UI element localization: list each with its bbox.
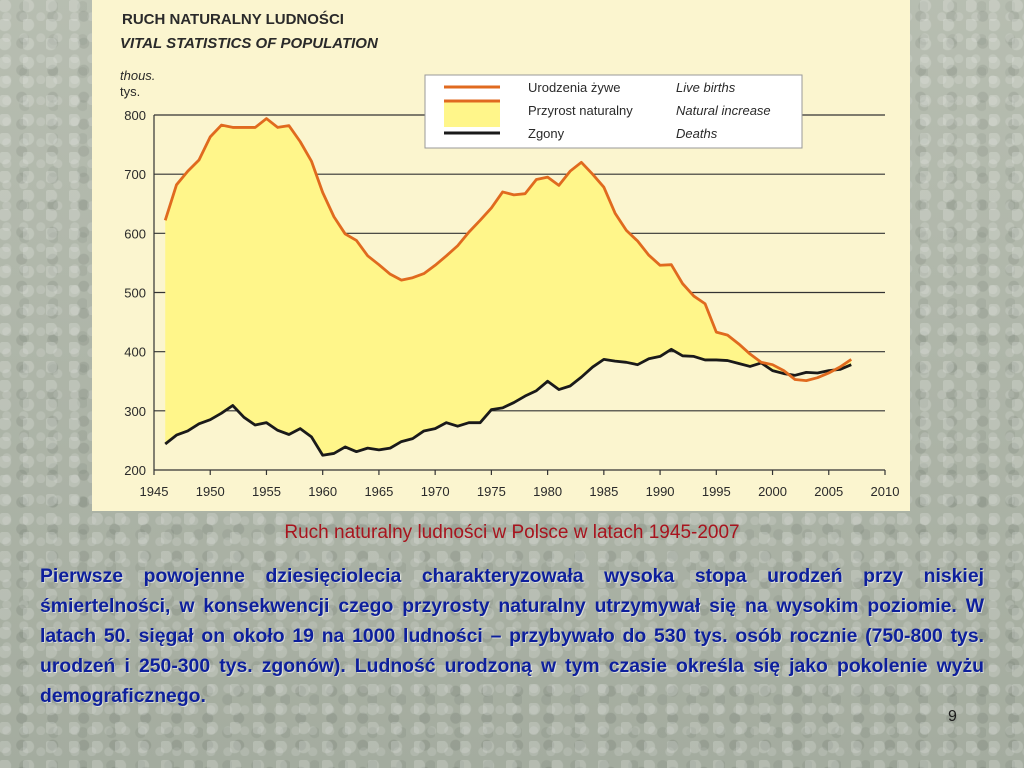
chart-caption: Ruch naturalny ludności w Polsce w latac…: [284, 522, 740, 543]
x-tick-label: 1950: [196, 484, 225, 499]
unit-label-en: thous.: [120, 68, 155, 83]
legend-label-deaths-pl: Zgony: [528, 126, 565, 141]
natural-increase-area: [165, 118, 784, 456]
unit-label-pl: tys.: [120, 84, 140, 99]
chart-panel: RUCH NATURALNY LUDNOŚCI VITAL STATISTICS…: [92, 0, 910, 511]
legend-swatch-natural-increase: [444, 101, 500, 127]
legend-label-live-births-pl: Urodzenia żywe: [528, 80, 621, 95]
y-tick-label: 200: [124, 463, 146, 478]
tick-labels: 200 300 400 500 600 700 800 1945 1950 1955 1960 196…: [124, 108, 899, 499]
legend: Urodzenia żywe Live births Przyrost natu…: [424, 74, 803, 149]
x-tick-label: 1980: [533, 484, 562, 499]
x-tick-label: 1990: [646, 484, 675, 499]
y-tick-label: 300: [124, 404, 146, 419]
x-tick-label: 1975: [477, 484, 506, 499]
chart: RUCH NATURALNY LUDNOŚCI VITAL STATISTICS…: [120, 10, 899, 499]
page-number: 9: [948, 708, 957, 725]
legend-label-deaths-en: Deaths: [676, 126, 718, 141]
axes: [153, 115, 886, 475]
legend-label-live-births-en: Live births: [676, 80, 736, 95]
y-tick-label: 800: [124, 108, 146, 123]
x-tick-label: 1985: [589, 484, 618, 499]
chart-title: RUCH NATURALNY LUDNOŚCI: [122, 10, 344, 28]
body-paragraph: Pierwsze powojenne dziesięciolecia chara…: [40, 565, 984, 707]
deaths-line: [164, 347, 852, 457]
x-tick-label: 1955: [252, 484, 281, 499]
x-tick-label: 1965: [364, 484, 393, 499]
x-tick-label: 1945: [140, 484, 169, 499]
y-tick-label: 500: [124, 286, 146, 301]
x-tick-label: 1960: [308, 484, 337, 499]
y-tick-label: 600: [124, 226, 146, 241]
x-tick-label: 2005: [814, 484, 843, 499]
y-tick-label: 700: [124, 167, 146, 182]
x-tick-label: 2010: [871, 484, 900, 499]
series-lines: [163, 117, 853, 457]
y-tick-label: 400: [124, 345, 146, 360]
x-tick-label: 2000: [758, 484, 787, 499]
legend-label-natural-increase-pl: Przyrost naturalny: [528, 103, 633, 118]
chart-subtitle: VITAL STATISTICS OF POPULATION: [120, 35, 379, 52]
x-tick-label: 1995: [702, 484, 731, 499]
live-births-line: [163, 117, 853, 383]
legend-label-natural-increase-en: Natural increase: [676, 103, 771, 118]
x-tick-label: 1970: [421, 484, 450, 499]
